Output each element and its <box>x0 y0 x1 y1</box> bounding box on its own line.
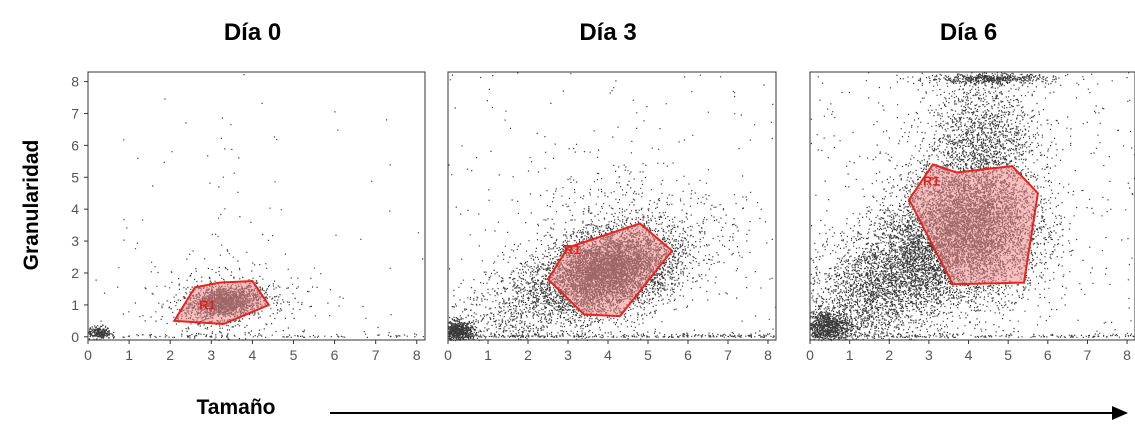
x-tick-label: 5 <box>1004 347 1012 363</box>
x-direction-arrow-head <box>1112 406 1128 420</box>
y-tick-label: 1 <box>71 297 79 313</box>
gate-label: R1 <box>564 242 581 257</box>
x-tick-label: 5 <box>290 347 298 363</box>
panel-title: Día 0 <box>224 19 281 46</box>
x-tick-label: 1 <box>484 347 492 363</box>
y-tick-label: 6 <box>71 137 79 153</box>
x-tick-label: 4 <box>604 347 612 363</box>
x-tick-label: 4 <box>248 347 256 363</box>
y-axis-label: Granularidad <box>20 140 43 271</box>
gate-region-r1 <box>546 222 674 318</box>
gate-region-r1 <box>907 163 1039 286</box>
x-tick-label: 7 <box>372 347 380 363</box>
scatter-panel-3: Día 6 R1 0 1 2 3 4 5 6 7 8 <box>806 19 1135 363</box>
x-tick-label: 6 <box>331 347 339 363</box>
x-tick-label: 7 <box>724 347 732 363</box>
panel-title: Día 3 <box>579 19 636 46</box>
x-tick-label: 6 <box>1044 347 1052 363</box>
y-tick-label: 7 <box>71 105 79 121</box>
x-tick-label: 4 <box>965 347 973 363</box>
scatter-panel-1: Día 0 R1 0 1 2 3 4 5 6 7 8 0 1 2 3 4 5 6 7 8 <box>71 19 426 363</box>
x-tick-label: 3 <box>925 347 933 363</box>
x-tick-label: 2 <box>524 347 532 363</box>
x-tick-label: 1 <box>846 347 854 363</box>
x-tick-label: 3 <box>207 347 215 363</box>
y-tick-label: 2 <box>71 265 79 281</box>
gate-label: R1 <box>923 173 940 188</box>
y-tick-label: 5 <box>71 169 79 185</box>
x-tick-label: 8 <box>764 347 772 363</box>
x-tick-label: 6 <box>684 347 692 363</box>
gate-label: R1 <box>199 298 216 313</box>
x-tick-label: 1 <box>125 347 133 363</box>
x-tick-label: 2 <box>166 347 174 363</box>
y-tick-label: 4 <box>71 201 79 217</box>
x-tick-label: 0 <box>84 347 92 363</box>
y-tick-label: 8 <box>71 74 79 90</box>
gate-region-r1 <box>172 279 271 326</box>
data-points <box>810 72 1135 342</box>
scatter-panel-2: Día 3 R1 0 1 2 3 4 5 6 7 8 <box>444 19 777 363</box>
panel-title: Día 6 <box>940 19 997 46</box>
x-tick-label: 8 <box>413 347 421 363</box>
x-axis-label: Tamaño <box>197 396 276 419</box>
y-tick-label: 3 <box>71 233 79 249</box>
x-tick-label: 7 <box>1084 347 1092 363</box>
x-tick-label: 0 <box>444 347 452 363</box>
y-tick-label: 0 <box>71 329 79 345</box>
x-tick-label: 5 <box>644 347 652 363</box>
x-tick-label: 2 <box>885 347 893 363</box>
x-tick-label: 3 <box>564 347 572 363</box>
x-tick-label: 0 <box>806 347 814 363</box>
x-tick-label: 8 <box>1123 347 1131 363</box>
